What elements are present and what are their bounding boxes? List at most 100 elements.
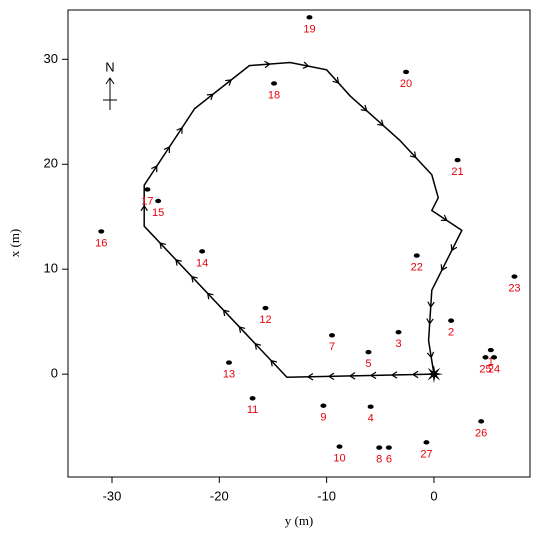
direction-arrow (369, 371, 377, 380)
landmark-label: 1 (488, 356, 494, 368)
direction-arrow (426, 318, 434, 325)
landmark (511, 274, 518, 279)
landmark-label: 22 (411, 261, 423, 273)
y-tick-label: 20 (44, 156, 58, 171)
x-axis-label: y (m) (285, 513, 314, 528)
landmark (482, 355, 489, 360)
direction-arrow (159, 242, 167, 249)
direction-arrow (238, 326, 246, 333)
landmark (395, 329, 402, 335)
landmark-label: 21 (451, 166, 463, 178)
landmark (262, 305, 269, 311)
landmark-label: 26 (475, 427, 487, 439)
direction-arrow (302, 61, 310, 69)
landmark (454, 157, 461, 163)
landmark (199, 249, 206, 254)
direction-arrow (176, 126, 183, 134)
landmark-label: 17 (141, 195, 153, 207)
landmark (367, 404, 374, 409)
landmark-label: 12 (259, 314, 271, 326)
landmark (491, 355, 498, 360)
direction-arrow (332, 76, 340, 84)
direction-arrow (206, 292, 214, 300)
y-tick-label: 10 (44, 261, 58, 276)
landmark-label: 8 (376, 454, 382, 466)
direction-arrow (409, 151, 417, 159)
landmark (365, 349, 372, 355)
trajectory-line (143, 61, 463, 379)
landmark (144, 187, 151, 192)
direction-arrow (450, 244, 458, 252)
landmark-label: 23 (508, 282, 520, 294)
north-head (105, 77, 115, 85)
plot-frame (67, 9, 531, 478)
landmark-label: 11 (247, 404, 258, 416)
landmark (403, 69, 410, 75)
landmark (98, 229, 105, 234)
landmark (271, 81, 278, 86)
direction-arrow (427, 301, 435, 309)
landmark-label: 14 (196, 257, 208, 269)
direction-arrow (264, 60, 271, 69)
direction-arrow (348, 372, 356, 380)
landmark-label: 10 (333, 452, 345, 464)
landmark (487, 347, 494, 353)
direction-arrow (440, 264, 448, 272)
landmark-label: 7 (329, 341, 335, 353)
direction-arrow (254, 342, 262, 350)
landmark-label: 18 (268, 89, 280, 101)
landmark (249, 396, 256, 401)
landmark-label: 19 (303, 23, 315, 35)
x-tick-label: -30 (103, 488, 122, 503)
x-tick-label: -20 (210, 488, 229, 503)
direction-arrow (377, 119, 384, 127)
start-marker (424, 365, 443, 384)
landmark (329, 333, 335, 338)
y-tick-label: 0 (51, 366, 58, 381)
landmark (306, 15, 313, 20)
landmark (320, 403, 327, 408)
direction-arrow (175, 258, 182, 266)
landmark (155, 198, 162, 204)
y-tick-label: 30 (44, 51, 58, 66)
direction-arrow (225, 79, 233, 86)
direction-arrow (327, 372, 335, 381)
landmark-label: 24 (488, 363, 500, 375)
north-label: N (105, 59, 114, 74)
direction-arrow (270, 359, 278, 367)
landmark (376, 445, 383, 450)
y-axis-label: x (m) (7, 229, 22, 258)
direction-arrow (306, 373, 314, 381)
landmark-label: 9 (320, 412, 326, 424)
direction-arrow (163, 146, 171, 153)
landmark-label: 20 (400, 78, 412, 90)
landmark-label: 2 (448, 327, 454, 339)
landmark-label: 25 (479, 363, 491, 375)
direction-arrow (360, 104, 368, 112)
x-tick-label: 0 (430, 488, 437, 503)
direction-arrow (151, 165, 158, 173)
direction-arrow (222, 309, 230, 317)
landmark-label: 4 (368, 413, 374, 425)
landmark-label: 13 (223, 369, 235, 381)
landmark (478, 419, 485, 424)
landmark-label: 3 (395, 338, 401, 350)
landmark (336, 444, 343, 449)
direction-arrow (426, 351, 435, 359)
x-tick-label: -10 (317, 488, 336, 503)
landmark (385, 445, 392, 450)
landmark (423, 440, 430, 445)
landmark-label: 15 (152, 207, 164, 219)
landmark (448, 318, 455, 323)
north-arrow: N (103, 59, 117, 110)
landmark-label: 16 (95, 237, 107, 249)
landmark (413, 253, 420, 258)
landmark-label: 27 (420, 448, 432, 460)
direction-arrow (191, 275, 198, 283)
direction-arrow (390, 371, 398, 379)
landmark (225, 360, 232, 365)
direction-arrow (140, 204, 148, 212)
landmark-label: 5 (365, 358, 371, 370)
